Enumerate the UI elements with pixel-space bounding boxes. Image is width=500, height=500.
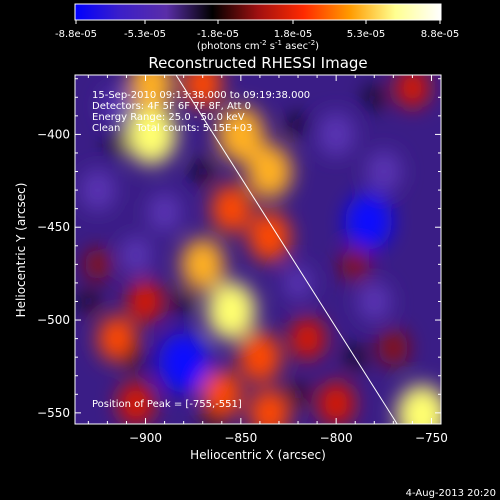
positive-flux-blob xyxy=(117,381,155,424)
negative-flux-blob xyxy=(283,265,313,300)
colorbar-tick-label: 5.3e-05 xyxy=(347,29,385,40)
x-tick-label: −900 xyxy=(129,431,162,445)
zero-flux-contour xyxy=(193,160,212,183)
negative-flux-blob xyxy=(317,112,355,157)
positive-flux-blob xyxy=(180,238,225,291)
positive-flux-blob xyxy=(289,317,326,360)
y-tick-label: −450 xyxy=(37,220,70,234)
annotation-line: Detectors: 4F 5F 6F 7F 8F, Att 0 xyxy=(92,101,251,112)
positive-flux-blob xyxy=(395,75,430,108)
y-axis-label: Heliocentric Y (arcsec) xyxy=(14,183,28,318)
annotation-block: 15-Sep-2010 09:13:38.000 to 09:19:38.000… xyxy=(92,90,310,134)
positive-flux-blob xyxy=(183,75,223,108)
x-tick-label: −850 xyxy=(224,431,257,445)
positive-flux-blob xyxy=(396,384,441,424)
colorbar-ticks: -8.8e-05 -5.3e-05 -1.8e-05 1.8e-05 5.3e-05 8.… xyxy=(55,20,459,40)
timestamp: 4-Aug-2013 20:20 xyxy=(406,488,496,499)
positive-flux-blob xyxy=(127,280,164,323)
zero-flux-contour xyxy=(289,383,308,406)
zero-flux-contour xyxy=(107,132,126,155)
positive-flux-blob xyxy=(249,388,290,424)
positive-flux-blob xyxy=(317,381,355,424)
negative-flux-blob xyxy=(366,150,402,193)
negative-flux-blob xyxy=(158,332,209,393)
colorbar-gradient xyxy=(74,3,442,21)
zero-flux-contour xyxy=(174,290,193,313)
positive-flux-blob xyxy=(340,247,370,282)
colorbar-unit-label: (photons cm-2 s-1 asec-2) xyxy=(197,39,319,52)
y-tick-label: −550 xyxy=(37,406,70,420)
colorbar-tick-label: 8.8e-05 xyxy=(421,29,459,40)
chart-title: Reconstructed RHESSI Image xyxy=(148,54,367,72)
negative-flux-blob xyxy=(345,193,393,250)
solar-limb-line xyxy=(175,75,398,424)
peak-position-label: Position of Peak = [-755,-551] xyxy=(92,399,242,410)
positive-flux-blob xyxy=(238,332,281,383)
colorbar-tick-label: -8.8e-05 xyxy=(55,29,97,40)
annotation-line: Clean Total counts: 5.15E+03 xyxy=(92,123,252,134)
zero-flux-contour xyxy=(79,290,98,313)
positive-flux-blob xyxy=(84,248,112,281)
negative-flux-blob xyxy=(120,236,152,275)
positive-flux-blob xyxy=(211,184,252,233)
positive-flux-blob xyxy=(378,329,409,366)
y-tick-label: −500 xyxy=(37,313,70,327)
negative-flux-blob xyxy=(357,281,392,322)
positive-flux-blob xyxy=(201,370,242,419)
zero-flux-contour xyxy=(289,114,308,137)
zero-flux-contour xyxy=(365,86,384,109)
positive-flux-blob xyxy=(126,104,177,165)
negative-flux-blob xyxy=(80,169,116,212)
colorbar: -8.8e-05 -5.3e-05 -1.8e-05 1.8e-05 5.3e-05 8.… xyxy=(55,3,459,52)
axis-ticks: −900 −850 −800 −750 −400 −450 −500 −550 xyxy=(37,75,448,445)
zero-flux-contour xyxy=(203,411,222,424)
annotation-line: Energy Range: 25.0 - 50.0 keV xyxy=(92,112,245,123)
y-tick-label: −400 xyxy=(37,127,70,141)
plot-area: −900 −850 −800 −750 −400 −450 −500 −550 15-Sep-… xyxy=(37,74,448,445)
negative-flux-blob xyxy=(101,88,133,125)
plot-frame xyxy=(74,74,442,425)
x-tick-label: −750 xyxy=(415,431,448,445)
colorbar-tick-label: -1.8e-05 xyxy=(197,29,239,40)
heatmap-image xyxy=(79,75,441,424)
positive-flux-blob xyxy=(129,75,174,111)
positive-flux-blob xyxy=(206,281,256,340)
positive-flux-blob xyxy=(217,106,265,163)
positive-flux-blob xyxy=(97,315,137,362)
x-tick-label: −800 xyxy=(320,431,353,445)
colorbar-tick-label: 1.8e-05 xyxy=(274,29,312,40)
positive-flux-blob xyxy=(248,211,291,262)
zero-flux-contour xyxy=(127,346,145,369)
colorbar-tick-label: -5.3e-05 xyxy=(124,29,166,40)
positive-flux-blob xyxy=(246,144,293,199)
x-axis-label: Heliocentric X (arcsec) xyxy=(190,448,326,462)
negative-flux-blob xyxy=(147,192,182,233)
annotation-line: 15-Sep-2010 09:13:38.000 to 09:19:38.000 xyxy=(92,90,310,101)
